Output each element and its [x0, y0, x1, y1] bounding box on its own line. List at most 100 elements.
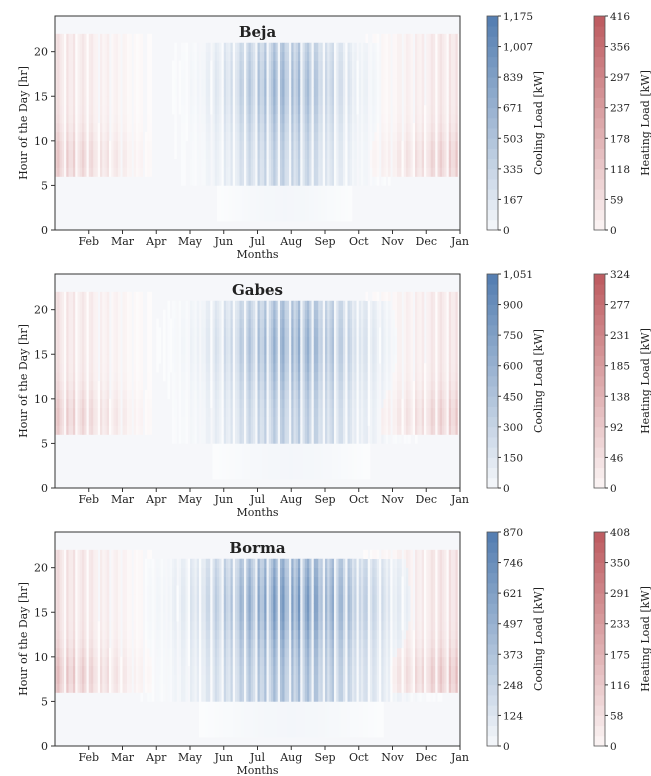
heatmap-cell	[457, 33, 461, 44]
heatmap-cell	[237, 389, 240, 400]
heatmap-cell	[349, 416, 353, 426]
heatmap-cell	[457, 60, 461, 70]
heatmap-cell	[316, 300, 319, 310]
heatmap-cell	[210, 96, 213, 106]
heatmap-cell	[239, 372, 243, 382]
heatmap-cell	[298, 389, 301, 400]
heatmap-cell	[257, 309, 261, 319]
heatmap-cell	[230, 69, 234, 79]
heatmap-cell	[349, 114, 353, 124]
heatmap-cell	[352, 425, 355, 435]
heatmap-cell	[347, 416, 351, 426]
heatmap-cell	[428, 167, 432, 177]
heatmap-cell	[172, 372, 175, 382]
heatmap-cell	[214, 327, 218, 337]
heatmap-cell	[228, 212, 231, 222]
heatmap-cell	[376, 176, 380, 186]
heatmap-cell	[255, 354, 258, 364]
heatmap-cell	[217, 78, 220, 88]
heatmap-cell	[217, 327, 220, 337]
heatmap-cell	[347, 372, 351, 382]
heatmap-cell	[277, 96, 281, 106]
heatmap-cell	[88, 123, 92, 133]
heatmap-cell	[91, 167, 94, 177]
heatmap-cell	[284, 398, 288, 409]
heatmap-cell	[235, 185, 238, 195]
heatmap-cell	[439, 149, 443, 159]
heatmap-cell	[309, 425, 312, 435]
heatmap-cell	[61, 33, 65, 44]
heatmap-cell	[383, 140, 387, 151]
heatmap-cell	[102, 372, 105, 382]
heatmap-cell	[59, 78, 63, 88]
heatmap-cell	[354, 425, 357, 435]
heatmap-cell	[322, 336, 326, 346]
heatmap-cell	[91, 51, 94, 61]
heatmap-cell	[194, 318, 198, 328]
heatmap-cell	[311, 123, 315, 133]
heatmap-cell	[255, 51, 258, 61]
heatmap-cell	[246, 318, 249, 328]
heatmap-cell	[59, 158, 63, 168]
heatmap-cell	[307, 105, 310, 115]
heatmap-cell	[293, 123, 297, 133]
heatmap-cell	[235, 407, 238, 417]
heatmap-cell	[84, 318, 87, 328]
heatmap-cell	[383, 69, 387, 79]
heatmap-cell	[347, 176, 351, 186]
heatmap-cell	[448, 114, 452, 124]
heatmap-cell	[223, 398, 227, 409]
heatmap-cell	[241, 158, 245, 168]
heatmap-cell	[266, 194, 270, 204]
heatmap-cell	[104, 336, 108, 346]
heatmap-cell	[271, 345, 274, 355]
heatmap-cell	[336, 105, 339, 115]
heatmap-cell	[64, 123, 67, 133]
heatmap-cell	[277, 87, 281, 97]
heatmap-cell	[295, 327, 299, 337]
heatmap-cell	[309, 96, 312, 106]
colorbar-label: Heating Load [kW]	[639, 70, 651, 176]
heatmap-cell	[250, 87, 254, 97]
heatmap-cell	[394, 42, 398, 52]
heatmap-cell	[228, 434, 231, 444]
heatmap-cell	[336, 42, 339, 52]
heatmap-cell	[226, 60, 229, 70]
heatmap-cell	[304, 416, 308, 426]
heatmap-cell	[181, 309, 184, 319]
heatmap-cell	[248, 176, 252, 186]
heatmap-cell	[221, 336, 225, 346]
heatmap-cell	[201, 318, 204, 328]
heatmap-cell	[68, 389, 72, 400]
heatmap-cell	[345, 69, 348, 79]
heatmap-cell	[403, 60, 407, 70]
heatmap-cell	[250, 336, 254, 346]
heatmap-cell	[439, 87, 443, 97]
heatmap-cell	[262, 407, 265, 417]
heatmap-cell	[136, 363, 139, 373]
heatmap-cell	[149, 60, 153, 70]
heatmap-cell	[331, 105, 335, 115]
heatmap-cell	[230, 105, 234, 115]
heatmap-cell	[167, 318, 171, 328]
heatmap-cell	[253, 51, 256, 61]
heatmap-cell	[352, 300, 355, 310]
heatmap-cell	[86, 158, 90, 168]
heatmap-cell	[255, 176, 258, 186]
heatmap-cell	[219, 167, 222, 177]
heatmap-cell	[129, 78, 132, 88]
heatmap-cell	[266, 389, 270, 400]
heatmap-cell	[399, 105, 402, 115]
heatmap-cell	[307, 51, 310, 61]
heatmap-cell	[64, 42, 67, 52]
heatmap-cell	[340, 354, 344, 364]
heatmap-cell	[210, 87, 213, 97]
heatmap-cell	[129, 327, 132, 337]
heatmap-cell	[282, 158, 285, 168]
heatmap-cell	[66, 309, 69, 319]
heatmap-cell	[201, 354, 204, 364]
heatmap-cell	[313, 345, 317, 355]
heatmap-cell	[295, 185, 299, 195]
heatmap-cell	[262, 452, 265, 462]
heatmap-cell	[104, 78, 108, 88]
